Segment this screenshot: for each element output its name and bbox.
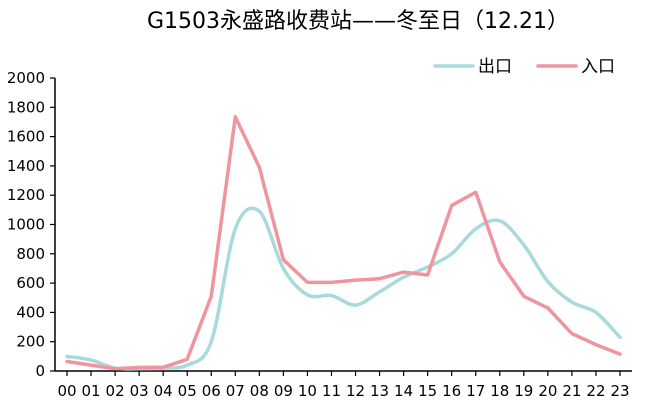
x-tick-label: 08 bbox=[250, 382, 269, 400]
x-tick-label: 13 bbox=[370, 382, 389, 400]
axes: 0 200 400 600 800 1000 1200 1400 1600 1800 2000 00 0… bbox=[7, 69, 632, 400]
x-tick-label: 09 bbox=[274, 382, 293, 400]
y-tick-label: 1000 bbox=[7, 216, 45, 234]
x-tick-label: 17 bbox=[466, 382, 485, 400]
x-tick-label: 15 bbox=[418, 382, 437, 400]
x-tick-label: 12 bbox=[346, 382, 365, 400]
x-tick-label: 16 bbox=[442, 382, 461, 400]
x-tick-label: 14 bbox=[394, 382, 413, 400]
y-tick-label: 600 bbox=[16, 274, 45, 292]
x-tick-label: 04 bbox=[154, 382, 173, 400]
x-tick-label: 18 bbox=[490, 382, 509, 400]
legend-label-entry: 入口 bbox=[581, 57, 615, 77]
legend: 出口 入口 bbox=[433, 57, 615, 77]
x-tick-label: 00 bbox=[57, 382, 76, 400]
x-tick-label: 11 bbox=[322, 382, 341, 400]
x-tick-label: 01 bbox=[81, 382, 100, 400]
x-tick-label: 02 bbox=[106, 382, 125, 400]
series-line-entry bbox=[65, 115, 622, 371]
legend-label-exit: 出口 bbox=[478, 57, 512, 77]
x-tick-label: 03 bbox=[130, 382, 149, 400]
x-tick-label: 07 bbox=[226, 382, 245, 400]
y-tick-label: 1600 bbox=[7, 128, 45, 146]
y-tick-label: 800 bbox=[16, 245, 45, 263]
x-tick-label: 23 bbox=[610, 382, 629, 400]
y-tick-label: 200 bbox=[16, 333, 45, 351]
series-line-exit bbox=[65, 206, 622, 371]
y-tick-label: 400 bbox=[16, 303, 45, 321]
x-tick-label: 20 bbox=[538, 382, 557, 400]
chart-title: G1503永盛路收费站——冬至日（12.21） bbox=[147, 9, 569, 34]
x-tick-label: 21 bbox=[562, 382, 581, 400]
y-tick-label: 0 bbox=[35, 362, 45, 380]
y-tick-label: 1800 bbox=[7, 98, 45, 116]
x-tick-label: 22 bbox=[586, 382, 605, 400]
x-tick-label: 05 bbox=[178, 382, 197, 400]
x-tick-label: 10 bbox=[298, 382, 317, 400]
y-tick-label: 2000 bbox=[7, 69, 45, 87]
x-tick-label: 06 bbox=[202, 382, 221, 400]
y-tick-label: 1200 bbox=[7, 186, 45, 204]
y-tick-label: 1400 bbox=[7, 157, 45, 175]
x-tick-label: 19 bbox=[514, 382, 533, 400]
series-layer bbox=[65, 115, 622, 371]
